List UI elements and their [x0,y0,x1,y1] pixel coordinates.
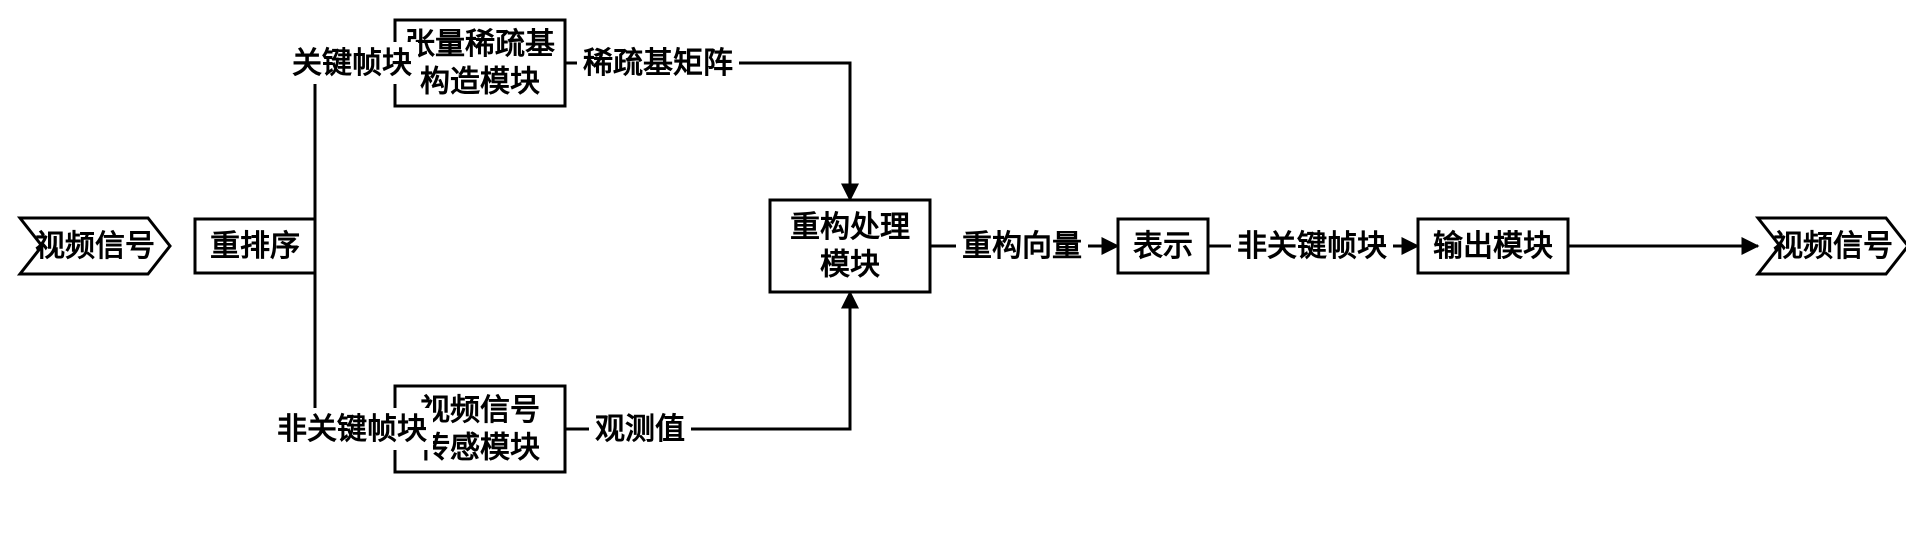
edge-5-label: 非关键帧块 [1237,230,1387,263]
edge-4-label: 重构向量 [962,230,1082,263]
arrowbox-in-label: 视频信号 [35,230,155,263]
edge-0-label: 关键帧块 [292,47,412,80]
box-reorder-label-0: 重排序 [210,229,300,263]
box-represent-label-0: 表示 [1133,230,1193,263]
box-recon-label-0: 重构处理 [790,211,910,244]
edge-2-label: 稀疏基矩阵 [583,46,733,80]
arrowbox-out-label: 视频信号 [1773,230,1893,263]
box-sensing-label-0: 视频信号 [420,394,540,427]
box-sparse-label-0: 张量稀疏基 [405,27,555,61]
box-sparse-label-1: 构造模块 [420,66,540,99]
box-sensing-label-1: 传感模块 [419,432,540,465]
edge-1 [315,246,395,429]
box-recon-label-1: 模块 [820,249,880,282]
edge-1-label: 非关键帧块 [277,413,427,446]
edge-3-label: 观测值 [595,413,685,446]
edge-0 [315,63,395,246]
box-output-label-0: 输出模块 [1433,230,1553,263]
